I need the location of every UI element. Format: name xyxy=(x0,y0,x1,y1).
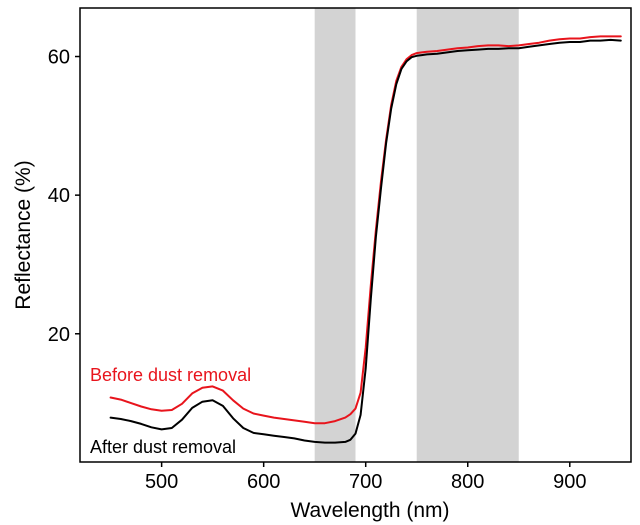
shaded-bands xyxy=(314,8,519,462)
x-axis: 500 600 700 800 900 xyxy=(145,462,586,493)
y-axis: 20 40 60 xyxy=(48,47,80,346)
shaded-band-1 xyxy=(314,8,356,462)
y-tick-label-60: 60 xyxy=(48,47,70,69)
annotation-before-dust-removal: Before dust removal xyxy=(90,365,251,385)
x-tick-label-500: 500 xyxy=(145,471,178,493)
x-tick-label-700: 700 xyxy=(349,471,382,493)
y-tick-label-40: 40 xyxy=(48,185,70,207)
plot-frame xyxy=(79,7,632,463)
y-axis-title: Reflectance (%) xyxy=(12,160,35,309)
x-tick-label-600: 600 xyxy=(247,471,280,493)
y-tick-label-20: 20 xyxy=(48,324,70,346)
shaded-band-2 xyxy=(416,8,519,462)
annotation-after-dust-removal: After dust removal xyxy=(90,437,236,457)
series-lines xyxy=(109,35,622,444)
x-axis-title: Wavelength (nm) xyxy=(290,499,449,522)
x-tick-label-800: 800 xyxy=(451,471,484,493)
x-tick-label-900: 900 xyxy=(553,471,586,493)
series-line-after-dust-removal xyxy=(109,38,622,444)
